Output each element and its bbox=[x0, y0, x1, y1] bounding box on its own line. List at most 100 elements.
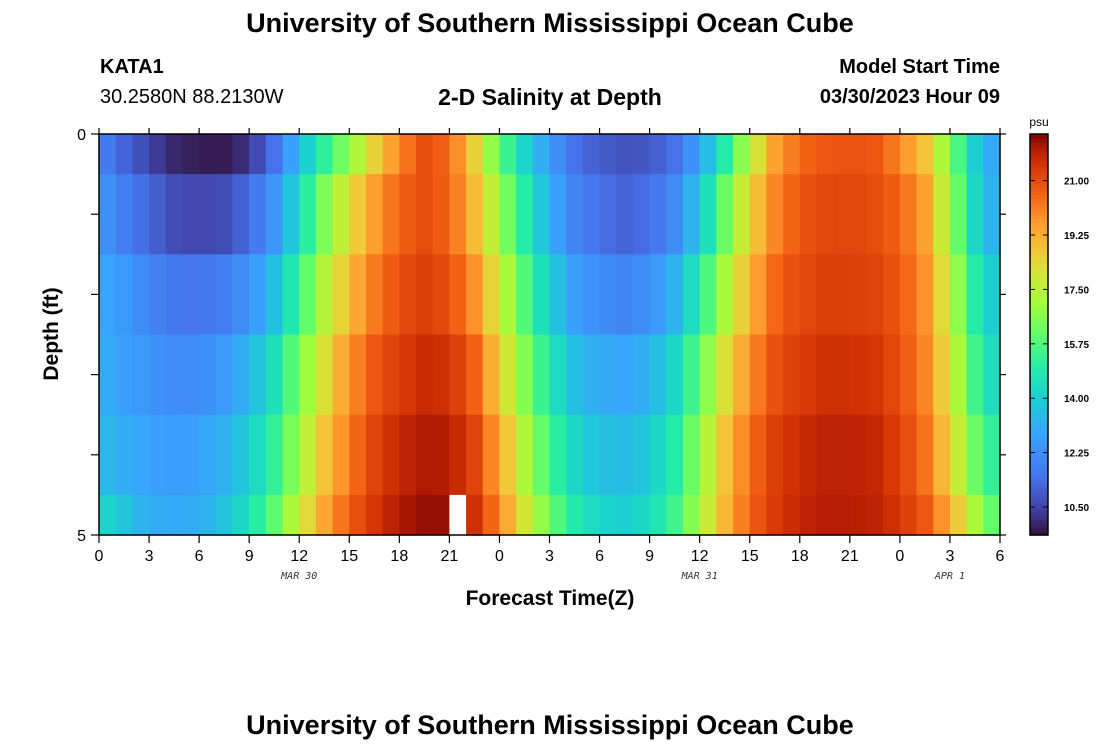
heatmap-cell bbox=[783, 494, 801, 536]
colorbar-segment bbox=[1030, 458, 1048, 464]
heatmap-cell bbox=[349, 334, 367, 416]
colorbar-segment bbox=[1030, 246, 1048, 251]
heatmap-cell bbox=[399, 334, 417, 416]
heatmap-cell bbox=[666, 334, 684, 416]
colorbar-unit: psu bbox=[1029, 115, 1048, 129]
heatmap-cell bbox=[733, 414, 751, 496]
heatmap-cell bbox=[299, 414, 317, 496]
colorbar-tick-label: 21.00 bbox=[1064, 177, 1089, 188]
x-tick-label: 21 bbox=[440, 548, 458, 565]
heatmap-cell bbox=[232, 494, 250, 536]
colorbar-segment bbox=[1030, 494, 1048, 500]
heatmap-cell bbox=[399, 174, 417, 255]
heatmap-cell bbox=[365, 254, 384, 336]
heatmap-cell bbox=[132, 334, 150, 416]
heatmap-cell bbox=[432, 414, 450, 496]
heatmap-cell bbox=[682, 494, 701, 536]
colorbar-frame bbox=[1029, 133, 1049, 536]
heatmap-cell bbox=[165, 174, 184, 255]
heatmap-cell bbox=[699, 174, 717, 255]
heatmap-cell bbox=[499, 134, 517, 175]
heatmap-cell bbox=[766, 494, 784, 536]
colorbar-segment bbox=[1030, 314, 1048, 320]
heatmap-cell bbox=[883, 494, 901, 536]
heatmap-cell bbox=[282, 134, 300, 175]
colorbar-segment bbox=[1030, 238, 1048, 243]
heatmap-cell bbox=[215, 134, 234, 175]
heatmap-cell bbox=[399, 134, 417, 175]
heatmap-cell bbox=[432, 254, 450, 336]
colorbar-segment bbox=[1030, 234, 1048, 239]
heatmap-cell bbox=[966, 414, 984, 496]
heatmap-cell bbox=[466, 134, 484, 175]
colorbar-segment bbox=[1030, 342, 1048, 348]
heatmap-cell bbox=[115, 414, 133, 496]
heatmap-cell bbox=[132, 134, 150, 175]
heatmap-cell bbox=[966, 334, 984, 416]
heatmap-cell bbox=[916, 414, 934, 496]
heatmap-cell bbox=[599, 254, 617, 336]
heatmap-cell bbox=[516, 494, 534, 536]
heatmap-cell bbox=[799, 174, 818, 255]
heatmap-cell bbox=[299, 334, 317, 416]
heatmap-cell bbox=[115, 134, 133, 175]
model-start-label: Model Start Time bbox=[839, 56, 1000, 78]
colorbar-segment bbox=[1030, 158, 1048, 163]
heatmap-cell bbox=[983, 414, 1001, 496]
heatmap-cell bbox=[833, 134, 851, 175]
colorbar-segment bbox=[1030, 498, 1048, 504]
colorbar-segment bbox=[1030, 410, 1048, 416]
heatmap-cell bbox=[382, 174, 400, 255]
heatmap-cell bbox=[399, 254, 417, 336]
heatmap-cell bbox=[949, 414, 968, 496]
colorbar-segment bbox=[1030, 330, 1048, 336]
colorbar-segment bbox=[1030, 146, 1048, 151]
heatmap-cell bbox=[632, 494, 651, 536]
colorbar-segment bbox=[1030, 478, 1048, 484]
heatmap-cell bbox=[733, 134, 751, 175]
heatmap-cell bbox=[949, 174, 968, 255]
x-tick-label: 3 bbox=[545, 548, 554, 565]
heatmap-cell bbox=[666, 134, 684, 175]
colorbar-segment bbox=[1030, 150, 1048, 155]
heatmap-cell bbox=[799, 254, 818, 336]
heatmap-cell bbox=[365, 174, 384, 255]
colorbar-segment bbox=[1030, 402, 1048, 408]
colorbar-segment bbox=[1030, 518, 1048, 524]
heatmap-cell bbox=[766, 414, 784, 496]
heatmap-cell bbox=[282, 254, 300, 336]
colorbar-segment bbox=[1030, 454, 1048, 460]
colorbar-segment bbox=[1030, 174, 1048, 179]
colorbar-segment bbox=[1030, 294, 1048, 300]
heatmap-cell bbox=[249, 494, 267, 536]
heatmap-cell bbox=[149, 254, 167, 336]
colorbar-segment bbox=[1030, 502, 1048, 508]
heatmap-cell bbox=[182, 254, 200, 336]
heatmap-cell bbox=[916, 174, 934, 255]
heatmap-cell bbox=[632, 254, 651, 336]
heatmap-cell bbox=[566, 334, 584, 416]
colorbar-segment bbox=[1030, 422, 1048, 428]
heatmap-cell bbox=[916, 494, 934, 536]
heatmap-cell bbox=[466, 174, 484, 255]
heatmap-cell bbox=[416, 334, 434, 416]
colorbar-segment bbox=[1030, 490, 1048, 496]
heatmap-cell bbox=[165, 134, 184, 175]
colorbar-segment bbox=[1030, 298, 1048, 304]
heatmap-cell bbox=[649, 414, 667, 496]
heatmap-cell bbox=[416, 494, 434, 536]
heatmap-cell bbox=[983, 174, 1001, 255]
heatmap-cell bbox=[783, 174, 801, 255]
x-axis-label: Forecast Time(Z) bbox=[466, 587, 635, 610]
heatmap-cell bbox=[382, 134, 400, 175]
heatmap-cell bbox=[549, 494, 567, 536]
colorbar-segment bbox=[1030, 346, 1048, 352]
colorbar-segment bbox=[1030, 194, 1048, 199]
heatmap-cell bbox=[582, 494, 601, 536]
heatmap-cell bbox=[365, 134, 384, 175]
heatmap-cell bbox=[282, 174, 300, 255]
colorbar-segment bbox=[1030, 438, 1048, 444]
page-title: University of Southern Mississippi Ocean… bbox=[246, 8, 854, 38]
heatmap-cell bbox=[332, 254, 350, 336]
y-axis-label: Depth (ft) bbox=[40, 287, 63, 380]
